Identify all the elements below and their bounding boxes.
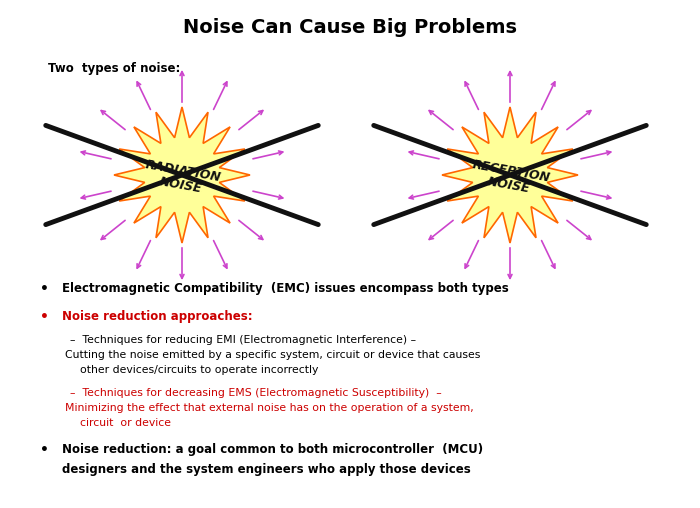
Text: •: • [40, 310, 49, 324]
Text: –  Techniques for decreasing EMS (Electromagnetic Susceptibility)  –: – Techniques for decreasing EMS (Electro… [70, 388, 442, 398]
Text: Minimizing the effect that external noise has on the operation of a system,: Minimizing the effect that external nois… [65, 403, 474, 413]
Text: RADIATION
NOISE: RADIATION NOISE [142, 158, 222, 198]
Text: •: • [40, 443, 49, 457]
Polygon shape [114, 107, 250, 243]
Text: Cutting the noise emitted by a specific system, circuit or device that causes: Cutting the noise emitted by a specific … [65, 350, 480, 360]
Text: circuit  or device: circuit or device [80, 418, 171, 428]
Polygon shape [442, 107, 578, 243]
Text: •: • [40, 282, 49, 296]
Text: other devices/circuits to operate incorrectly: other devices/circuits to operate incorr… [80, 365, 318, 375]
Text: Noise reduction: a goal common to both microcontroller  (MCU): Noise reduction: a goal common to both m… [62, 443, 483, 456]
Text: Noise Can Cause Big Problems: Noise Can Cause Big Problems [183, 18, 517, 37]
Text: Electromagnetic Compatibility  (EMC) issues encompass both types: Electromagnetic Compatibility (EMC) issu… [62, 282, 509, 295]
Text: designers and the system engineers who apply those devices: designers and the system engineers who a… [62, 463, 470, 476]
Text: Noise reduction approaches:: Noise reduction approaches: [62, 310, 253, 323]
Text: Two  types of noise:: Two types of noise: [48, 62, 181, 75]
Text: –  Techniques for reducing EMI (Electromagnetic Interference) –: – Techniques for reducing EMI (Electroma… [70, 335, 416, 345]
Text: RECEPTION
NOISE: RECEPTION NOISE [469, 158, 552, 198]
